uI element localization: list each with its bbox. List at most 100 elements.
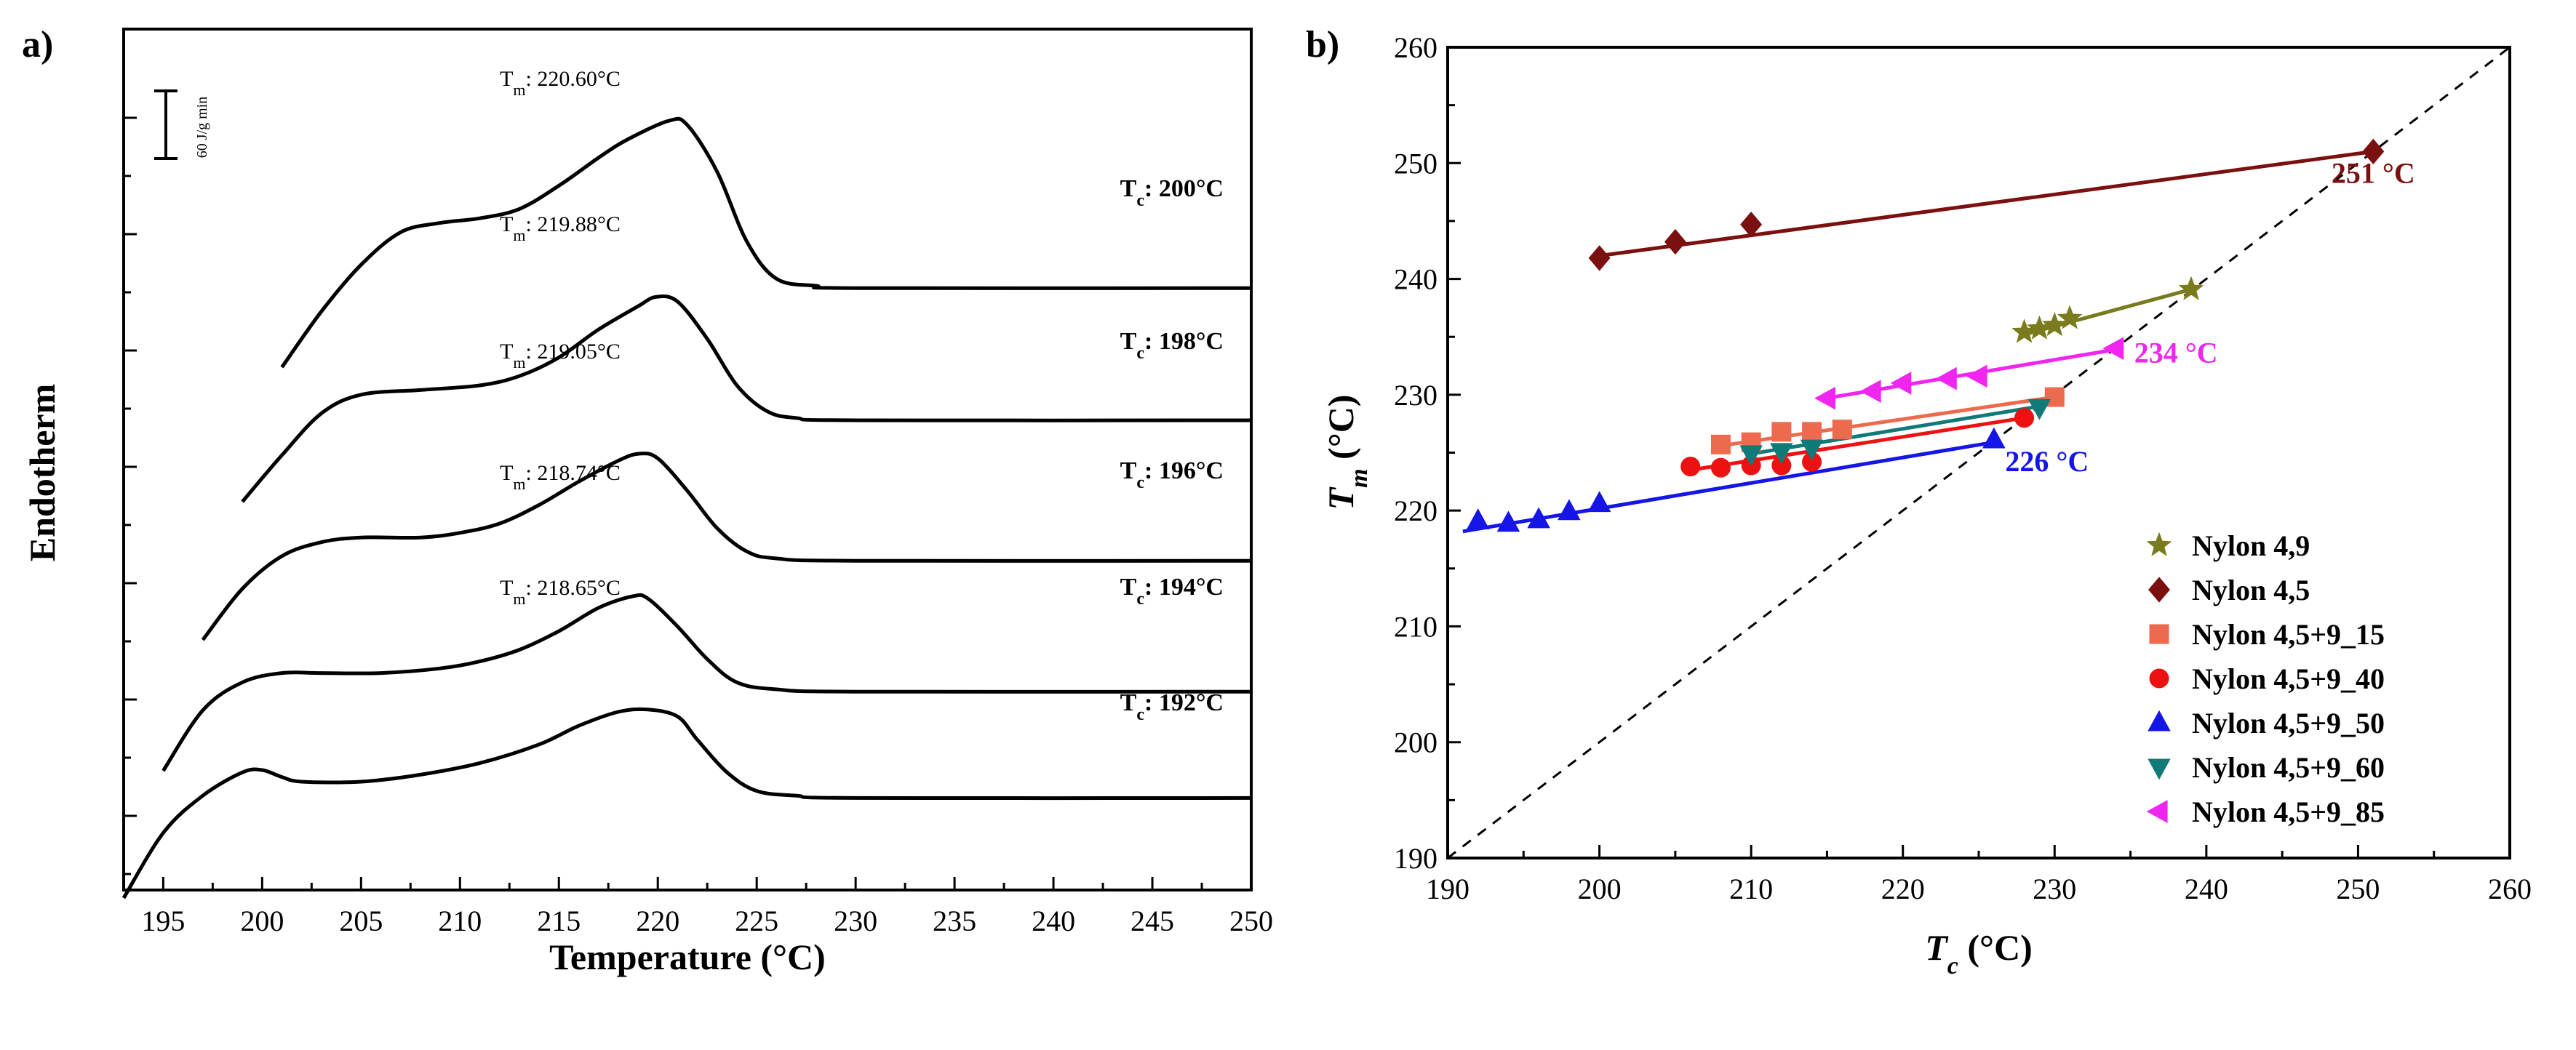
data-point [1710, 457, 1731, 478]
data-point [1558, 499, 1581, 521]
panel-a-frame [122, 28, 1253, 891]
panel-a-xlabel: Temperature (°C) [549, 937, 826, 977]
tm-label-198: Tm: 219.88°C [500, 212, 621, 244]
dsc-curve [162, 593, 1252, 772]
data-point [1739, 445, 1763, 467]
data-point [2057, 305, 2083, 329]
tc-label-200: Tc: 200°C [1120, 175, 1224, 210]
legend-label: Nylon 4,5+9_15 [2192, 618, 2385, 651]
y-tick-label: 190 [1394, 842, 1437, 875]
y-tick-label: 240 [1394, 263, 1437, 296]
panel-a-label: a) [22, 24, 53, 65]
tc-label-192: Tc: 192°C [1120, 689, 1224, 724]
fit-line [1599, 149, 2374, 258]
tc-label-198: Tc: 198°C [1120, 328, 1224, 363]
value-annotation: 226 °C [2005, 445, 2089, 478]
legend-marker [2149, 668, 2169, 689]
legend-label: Nylon 4,5 [2192, 574, 2310, 606]
legend-label: Nylon 4,5+9_85 [2192, 795, 2385, 828]
panel-a-x-ticks: 195 200 205 210 215 220 225 230 235 240 245 250 [141, 877, 1273, 937]
x-tick-label: 260 [2488, 873, 2532, 905]
tc-label-196: Tc: 196°C [1120, 457, 1224, 492]
panel-a-ylabel: Endotherm [22, 384, 63, 561]
panel-b-annotations: 251 °C 234 °C 226 °C [2005, 156, 2414, 478]
x-tick-label: 210 [438, 905, 482, 937]
data-point [1740, 212, 1763, 238]
legend-marker [2148, 577, 2170, 603]
y-tick-label: 250 [1394, 147, 1437, 180]
panel-b-points [1466, 138, 2385, 532]
dsc-curve [280, 116, 1252, 369]
x-tick-label: 215 [537, 905, 581, 937]
data-point [2362, 138, 2385, 165]
legend-label: Nylon 4,9 [2192, 529, 2310, 562]
data-point [1496, 510, 1520, 532]
value-annotation: 251 °C [2332, 156, 2415, 189]
data-point [1832, 420, 1852, 440]
x-tick-label: 245 [1131, 905, 1174, 937]
legend: Nylon 4,9 Nylon 4,5 Nylon 4,5+9_15 Nylon 4,… [2146, 529, 2385, 828]
panel-b: b) Tm (°C) Tc (°C) 190 200 210 220 230 240 250… [1306, 24, 2532, 979]
panel-b-fit-lines [1462, 149, 2374, 534]
tm-label-200: Tm: 220.60°C [500, 67, 621, 99]
data-point [1680, 457, 1701, 477]
x-tick-label: 220 [636, 905, 679, 937]
data-point [1935, 366, 1957, 390]
x-tick-label: 235 [933, 905, 976, 937]
value-annotation: 234 °C [2134, 336, 2218, 369]
x-tick-label: 240 [2185, 873, 2228, 905]
fit-line [1750, 404, 2040, 456]
data-point [1814, 386, 1835, 410]
x-tick-label: 200 [1578, 873, 1622, 905]
panel-b-label: b) [1306, 24, 1339, 65]
panel-b-y-ticks: 190 200 210 220 230 240 250 260 [1394, 31, 1461, 875]
legend-label: Nylon 4,5+9_50 [2192, 707, 2385, 740]
legend-label: Nylon 4,5+9_40 [2192, 662, 2385, 695]
data-point [1587, 491, 1611, 513]
tm-label-194: Tm: 218.74°C [500, 461, 621, 493]
panel-b-x-ticks: 190 200 210 220 230 240 250 260 [1426, 845, 2532, 905]
x-tick-label: 200 [240, 905, 284, 937]
data-point [1770, 443, 1793, 465]
data-point [2014, 408, 2035, 428]
data-point [1982, 427, 2006, 449]
tm-label-192: Tm: 218.65°C [500, 576, 621, 608]
legend-marker [2146, 800, 2168, 823]
data-point [1710, 434, 1731, 454]
x-tick-label: 240 [1032, 905, 1075, 937]
legend-marker [2149, 624, 2169, 644]
data-point [1588, 245, 1611, 271]
y-tick-label: 260 [1394, 31, 1437, 64]
dsc-curve [201, 452, 1252, 641]
legend-marker [2148, 710, 2171, 732]
dsc-curve [121, 707, 1252, 899]
legend-marker [2148, 758, 2171, 780]
diagonal-line [1447, 46, 2511, 859]
fit-line [1462, 440, 1995, 534]
data-point [1800, 439, 1824, 461]
data-point [1859, 380, 1881, 403]
tm-label-196: Tm: 219.05°C [500, 340, 621, 372]
panel-a: a) Endotherm Temperature (°C) 60 J/g min… [22, 24, 1273, 977]
data-point [2027, 398, 2051, 420]
data-point [2041, 311, 2067, 337]
data-point [1771, 422, 1792, 442]
data-point [1802, 422, 1822, 442]
x-tick-label: 195 [141, 905, 185, 937]
data-point [2178, 276, 2204, 300]
data-point [1466, 508, 1490, 529]
y-tick-label: 220 [1394, 494, 1437, 527]
dsc-curve [241, 294, 1252, 503]
scale-bar: 60 J/g min [154, 89, 210, 160]
panel-a-curves [121, 116, 1252, 899]
y-tick-label: 230 [1394, 379, 1437, 412]
x-tick-label: 230 [834, 905, 877, 937]
data-point [1890, 372, 1912, 395]
data-point [1664, 228, 1686, 255]
legend-label: Nylon 4,5+9_60 [2192, 751, 2385, 784]
panel-b-ylabel: Tm (°C) [1320, 395, 1373, 510]
legend-marker [2146, 532, 2172, 556]
data-point [2102, 337, 2124, 360]
x-tick-label: 225 [735, 905, 778, 937]
